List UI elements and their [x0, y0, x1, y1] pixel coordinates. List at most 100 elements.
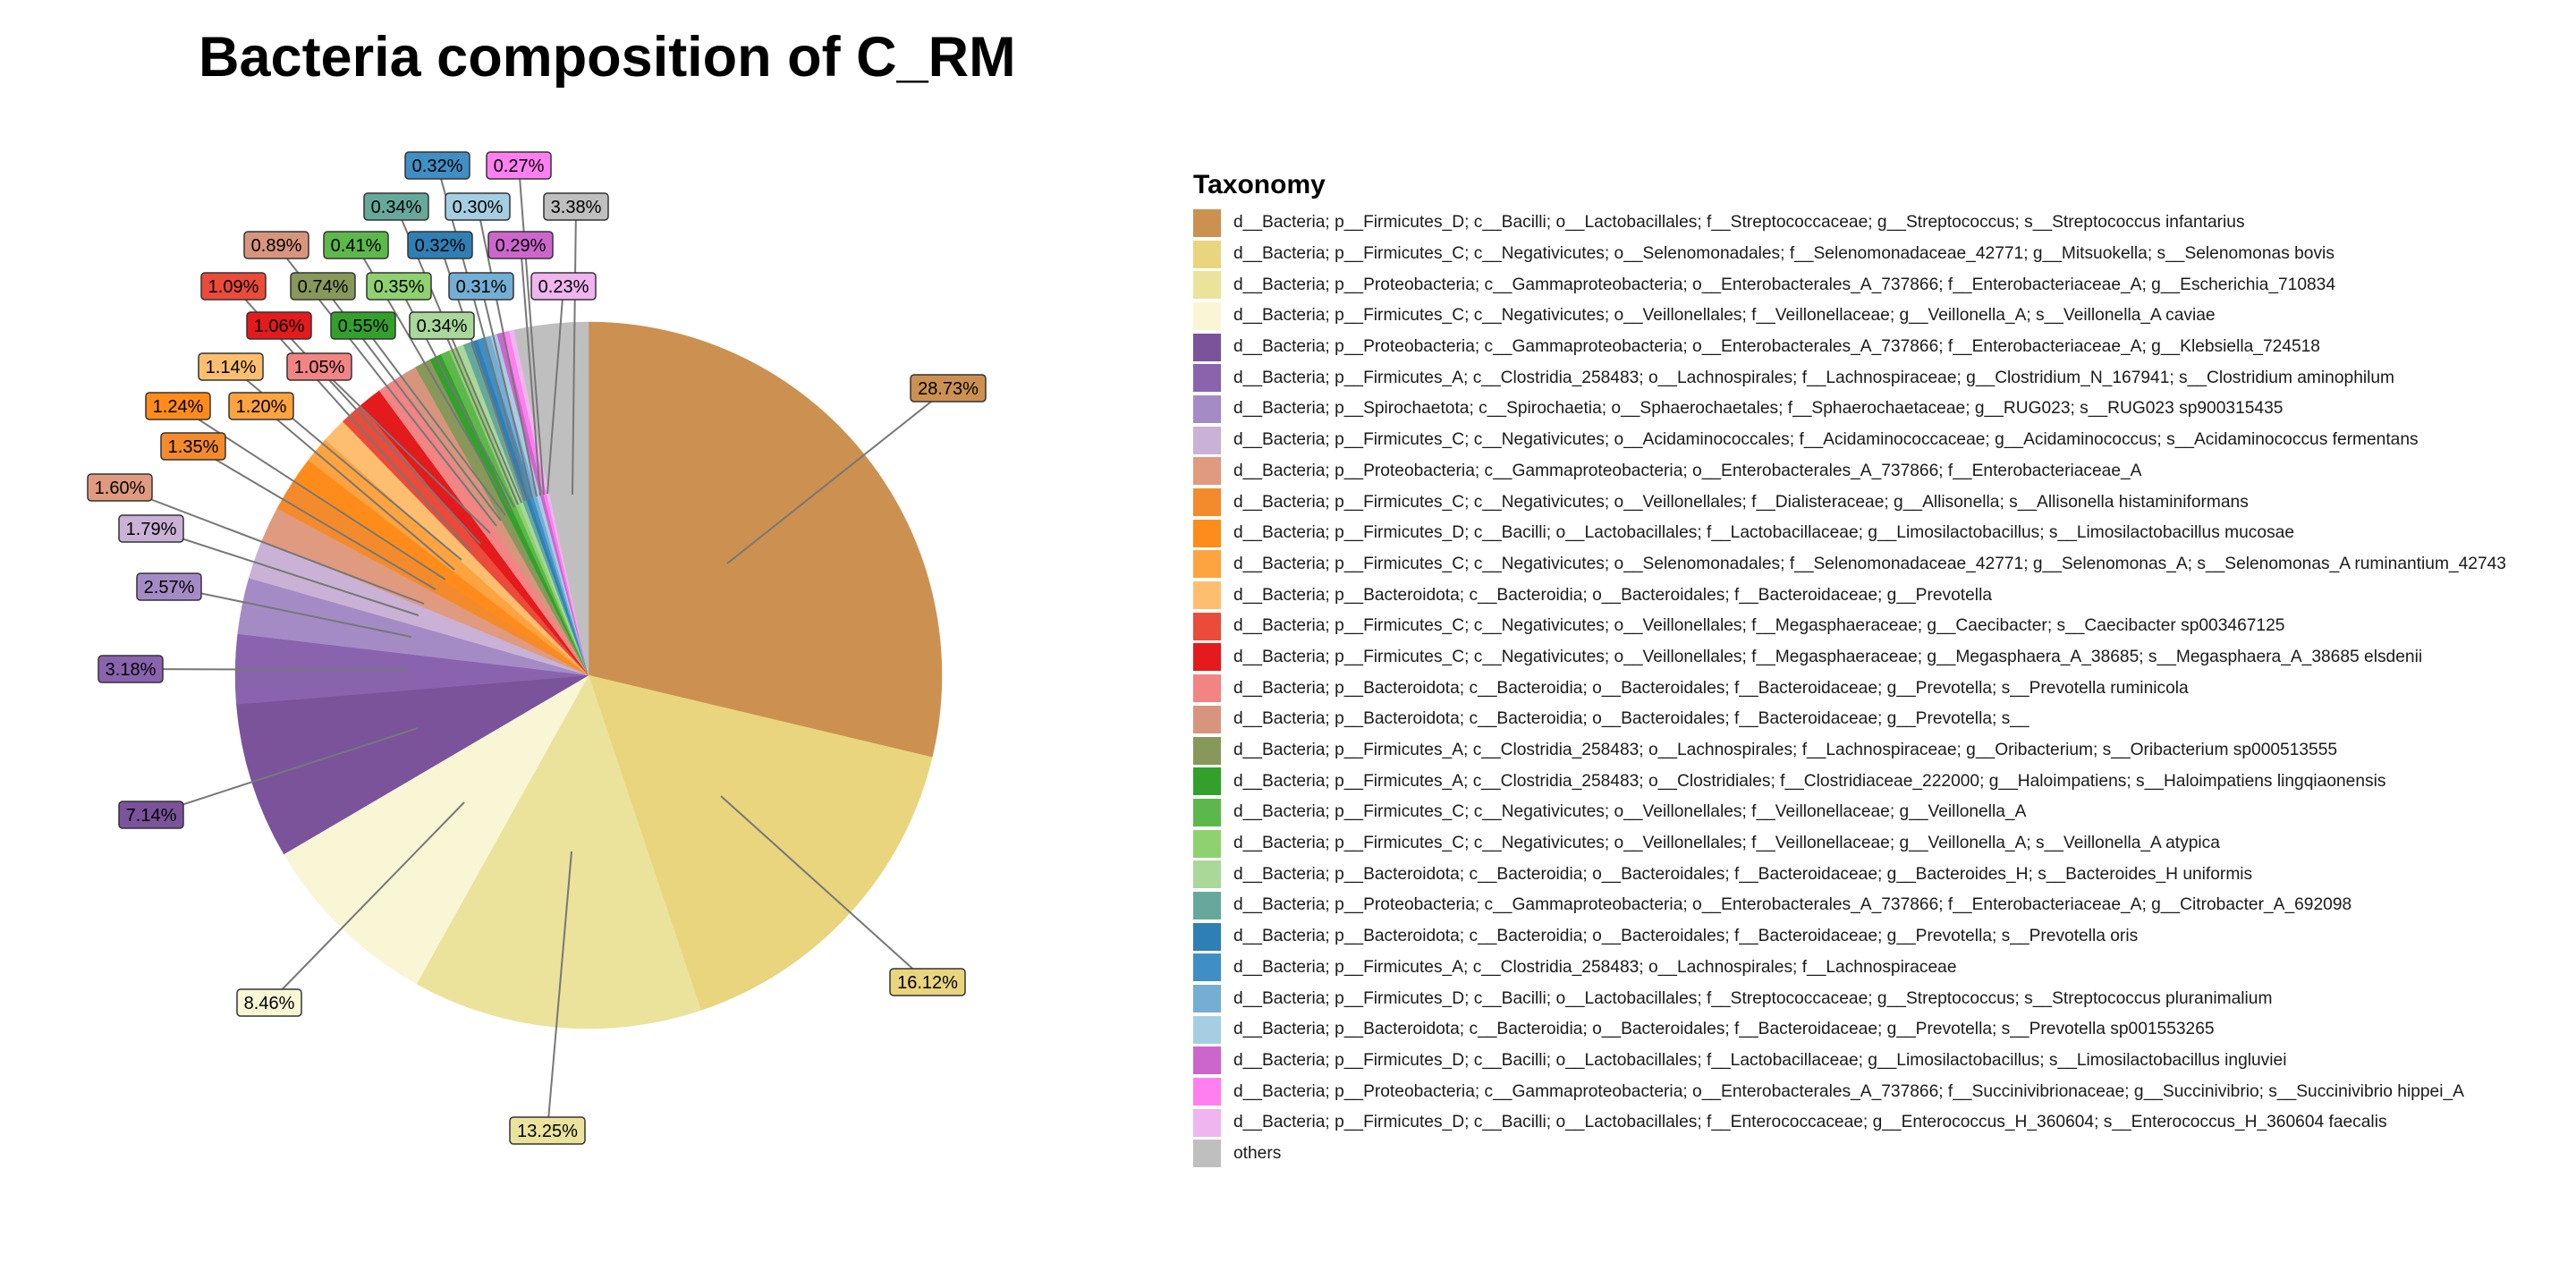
legend-label: d__Bacteria; p__Firmicutes_A; c__Clostri… — [1233, 957, 1957, 977]
leader-line-5 — [150, 727, 419, 816]
data-label-box — [543, 192, 609, 221]
legend-label: d__Bacteria; p__Firmicutes_D; c__Bacilli… — [1233, 1113, 2387, 1132]
data-label-text: 0.23% — [538, 277, 589, 297]
legend-swatch — [1193, 394, 1221, 423]
data-label-text: 0.34% — [417, 317, 468, 336]
legend-swatch — [1193, 798, 1221, 826]
legend-label: d__Bacteria; p__Bacteroidota; c__Bactero… — [1233, 864, 2253, 884]
data-label-box — [366, 272, 432, 301]
leader-line-28 — [520, 244, 541, 496]
data-label-31: 3.38% — [543, 192, 609, 221]
data-label-box — [323, 231, 389, 259]
data-label-box — [409, 311, 475, 340]
legend-item: d__Bacteria; p__Bacteroidota; c__Bactero… — [1193, 921, 2506, 953]
legend-item: d__Bacteria; p__Bacteroidota; c__Bactero… — [1193, 1014, 2506, 1046]
pie-slice-2 — [588, 674, 933, 1011]
data-label-4: 8.46% — [236, 988, 302, 1017]
legend-label: d__Bacteria; p__Firmicutes_C; c__Negativ… — [1233, 802, 2027, 822]
data-label-box — [97, 655, 164, 683]
data-label-19: 0.55% — [330, 311, 396, 340]
legend-item: d__Bacteria; p__Firmicutes_D; c__Bacilli… — [1193, 1107, 2506, 1139]
leader-line-1 — [726, 387, 949, 564]
legend-item: others — [1193, 1139, 2506, 1170]
legend-swatch — [1193, 736, 1221, 765]
legend-swatch — [1193, 674, 1221, 703]
data-label-box — [246, 311, 312, 340]
legend-label: d__Bacteria; p__Proteobacteria; c__Gamma… — [1233, 275, 2336, 294]
legend-label: d__Bacteria; p__Firmicutes_C; c__Negativ… — [1233, 306, 2216, 326]
legend-swatch — [1193, 1108, 1221, 1137]
data-label-text: 0.35% — [374, 277, 425, 297]
legend-label: d__Bacteria; p__Proteobacteria; c__Gamma… — [1233, 337, 2320, 357]
legend-label: d__Bacteria; p__Firmicutes_D; c__Bacilli… — [1233, 1050, 2287, 1070]
leader-line-29 — [518, 165, 545, 496]
legend-label: d__Bacteria; p__Proteobacteria; c__Gamma… — [1233, 461, 2142, 480]
data-label-box — [243, 231, 309, 259]
legend-swatch — [1193, 953, 1221, 982]
data-label-25: 0.32% — [404, 151, 470, 180]
legend-swatch — [1193, 301, 1221, 330]
leader-line-26 — [480, 285, 533, 498]
legend-label: d__Bacteria; p__Firmicutes_C; c__Negativ… — [1233, 554, 2506, 573]
leader-line-3 — [547, 851, 572, 1131]
legend-item: d__Bacteria; p__Firmicutes_C; c__Negativ… — [1193, 301, 2506, 332]
legend-label: d__Bacteria; p__Spirochaetota; c__Spiroc… — [1233, 399, 2284, 419]
data-label-box — [118, 801, 184, 829]
data-label-box — [487, 231, 554, 259]
data-label-text: 16.12% — [897, 973, 958, 993]
legend-label: d__Bacteria; p__Bacteroidota; c__Bactero… — [1233, 1020, 2215, 1039]
legend-item: d__Bacteria; p__Proteobacteria; c__Gamma… — [1193, 456, 2506, 487]
legend-label: d__Bacteria; p__Bacteroidota; c__Bactero… — [1233, 585, 1993, 605]
legend-swatch — [1193, 891, 1221, 919]
leader-line-9 — [119, 487, 425, 605]
legend-item: d__Bacteria; p__Firmicutes_C; c__Negativ… — [1193, 549, 2506, 580]
legend-swatch — [1193, 581, 1221, 610]
data-labels: 28.73% 16.12% 13.25% 8.46% 7.14% 3.18% 2.57% 1.… — [87, 151, 987, 1145]
data-label-12: 1.20% — [228, 392, 294, 420]
data-label-text: 0.27% — [494, 157, 545, 176]
legend-label: d__Bacteria; p__Firmicutes_D; c__Bacilli… — [1233, 523, 2294, 543]
data-label-box — [236, 988, 302, 1017]
data-label-15: 1.06% — [246, 311, 312, 340]
pie-chart: 28.73% 16.12% 13.25% 8.46% 7.14% 3.18% 2.57% 1.… — [87, 151, 987, 1145]
leader-line-16 — [318, 366, 491, 534]
legend-swatch — [1193, 364, 1221, 393]
legend-label: others — [1233, 1143, 1282, 1163]
data-label-box — [330, 311, 396, 340]
data-label-6: 3.18% — [97, 655, 164, 683]
data-label-text: 3.18% — [106, 660, 157, 680]
data-label-28: 0.29% — [487, 231, 554, 259]
legend-swatch — [1193, 643, 1221, 672]
data-label-text: 0.32% — [415, 236, 466, 256]
data-label-22: 0.34% — [409, 311, 475, 340]
data-label-27: 0.30% — [445, 192, 511, 221]
leader-line-7 — [168, 586, 412, 638]
legend-swatch — [1193, 1140, 1221, 1168]
legend-label: d__Bacteria; p__Firmicutes_A; c__Clostri… — [1233, 771, 2386, 791]
leader-line-19 — [362, 325, 506, 516]
legend-swatch — [1193, 922, 1221, 951]
legend-swatch — [1193, 550, 1221, 579]
data-label-14: 1.09% — [200, 272, 267, 301]
legend-swatch — [1193, 271, 1221, 300]
data-label-text: 1.09% — [208, 277, 259, 297]
legend-item: d__Bacteria; p__Firmicutes_D; c__Bacilli… — [1193, 983, 2506, 1014]
data-label-text: 0.30% — [453, 198, 504, 217]
data-label-17: 0.89% — [243, 231, 309, 259]
data-label-text: 7.14% — [126, 806, 177, 826]
data-label-text: 1.06% — [254, 317, 305, 336]
legend-item: d__Bacteria; p__Proteobacteria; c__Gamma… — [1193, 332, 2506, 363]
legend-swatch — [1193, 829, 1221, 858]
legend-swatch — [1193, 1015, 1221, 1044]
legend-item: d__Bacteria; p__Firmicutes_D; c__Bacilli… — [1193, 208, 2506, 239]
data-label-box — [118, 514, 184, 543]
legend-label: d__Bacteria; p__Bacteroidota; c__Bactero… — [1233, 678, 2189, 698]
legend-item: d__Bacteria; p__Firmicutes_A; c__Clostri… — [1193, 735, 2506, 767]
legend-item: d__Bacteria; p__Bacteroidota; c__Bactero… — [1193, 673, 2506, 704]
data-label-text: 0.89% — [251, 236, 302, 256]
legend-title: Taxonomy — [1193, 170, 1326, 199]
data-label-text: 0.55% — [338, 317, 389, 336]
data-label-text: 1.20% — [236, 397, 287, 417]
legend-label: d__Bacteria; p__Proteobacteria; c__Gamma… — [1233, 1081, 2464, 1101]
leader-line-10 — [192, 445, 436, 590]
